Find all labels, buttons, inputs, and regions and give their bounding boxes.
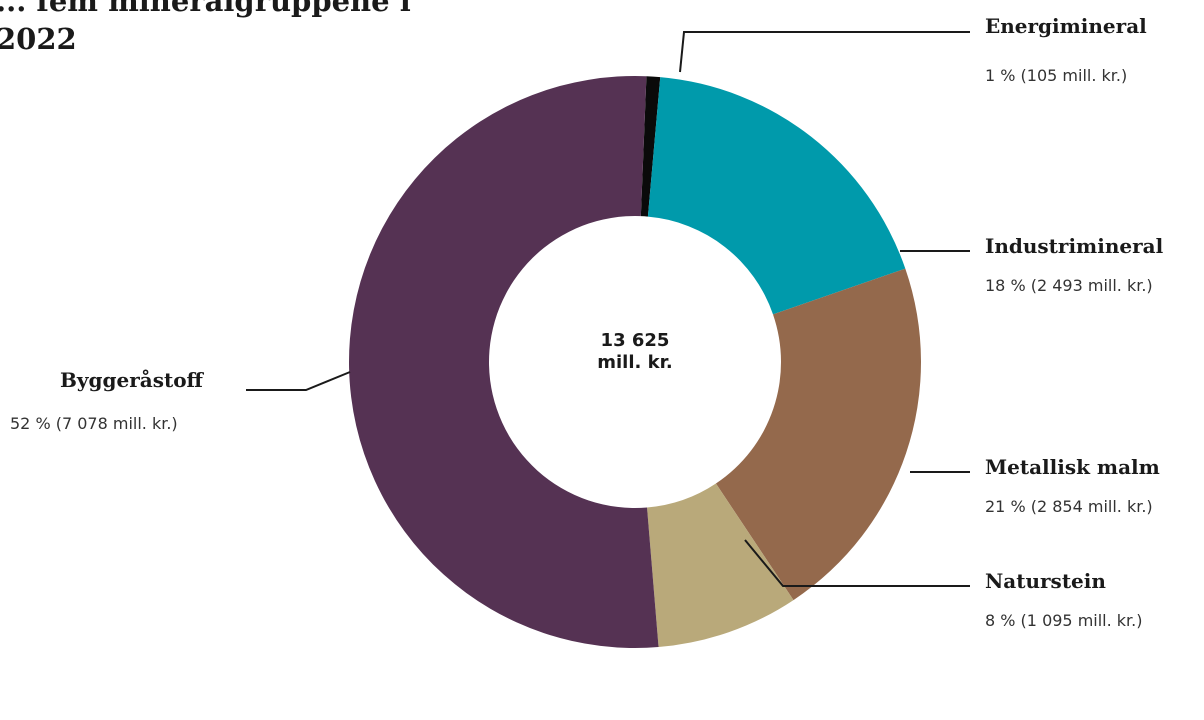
label-byggerastoff-name: Byggeråstoff	[60, 368, 203, 392]
slice-naturstein	[647, 483, 794, 648]
leader-naturstein	[744, 539, 970, 587]
label-industrimineral-value: 18 % (2 493 mill. kr.)	[985, 276, 1153, 295]
slice-industrimineral	[647, 77, 906, 315]
label-metallisk-malm-name: Metallisk malm	[985, 455, 1160, 479]
label-byggerastoff-value: 52 % (7 078 mill. kr.)	[10, 414, 178, 433]
label-naturstein-value: 8 % (1 095 mill. kr.)	[985, 611, 1143, 630]
slice-energimineral	[640, 76, 661, 217]
leader-energimineral	[679, 31, 970, 73]
donut-total-value: 13 625	[600, 330, 670, 351]
slice-metallisk-malm	[715, 268, 922, 601]
slice-byggerastoff	[348, 75, 659, 648]
label-metallisk-malm-value: 21 % (2 854 mill. kr.)	[985, 497, 1153, 516]
label-industrimineral-name: Industrimineral	[985, 234, 1164, 258]
leader-byggerastoff	[246, 371, 351, 391]
donut-total-label: 13 625 mill. kr.	[535, 330, 735, 374]
chart-title: ... fem mineralgruppene i 2022	[0, 0, 411, 56]
donut-total-unit: mill. kr.	[597, 352, 673, 373]
label-energimineral-name: Energimineral	[985, 14, 1147, 38]
label-energimineral-value: 1 % (105 mill. kr.)	[985, 66, 1128, 85]
label-naturstein-name: Naturstein	[985, 569, 1106, 593]
